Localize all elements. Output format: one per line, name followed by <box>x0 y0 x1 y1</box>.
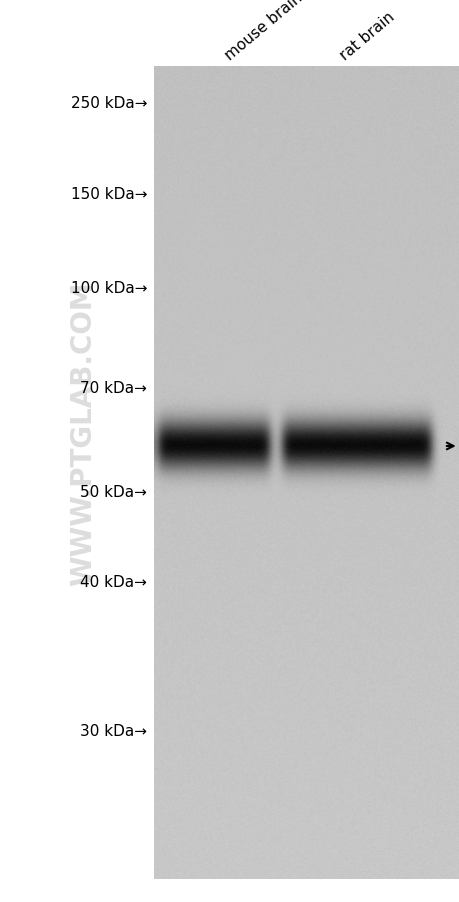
Text: WWW.PTGLAB.COM: WWW.PTGLAB.COM <box>69 281 96 585</box>
Text: 50 kDa→: 50 kDa→ <box>80 484 147 499</box>
Text: 150 kDa→: 150 kDa→ <box>71 187 147 201</box>
Text: 250 kDa→: 250 kDa→ <box>71 97 147 111</box>
Text: 70 kDa→: 70 kDa→ <box>80 381 147 395</box>
Text: 40 kDa→: 40 kDa→ <box>80 575 147 589</box>
Text: 100 kDa→: 100 kDa→ <box>71 281 147 296</box>
Text: mouse brain: mouse brain <box>222 0 305 63</box>
Text: 30 kDa→: 30 kDa→ <box>80 723 147 738</box>
Bar <box>0 0 154 902</box>
Text: rat brain: rat brain <box>337 9 397 63</box>
